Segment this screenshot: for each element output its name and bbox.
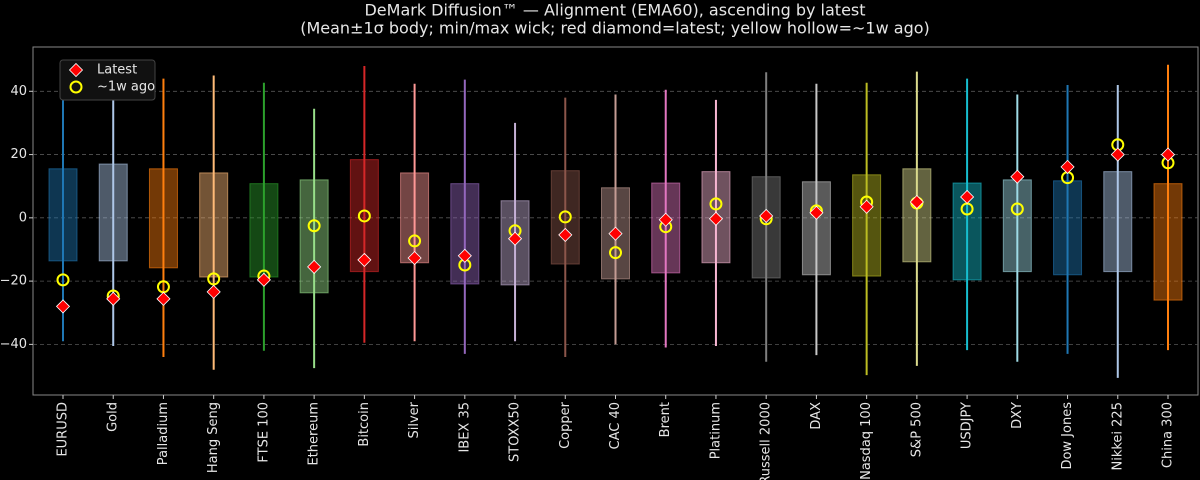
chart-title: DeMark Diffusion™ — Alignment (EMA60), a… [364,1,865,20]
x-tick-label: Nikkei 225 [1110,402,1125,471]
legend-marker [68,62,84,78]
x-tick-label: CAC 40 [608,402,623,450]
x-tick-label: IBEX 35 [457,402,472,453]
week-ago-marker [207,272,221,286]
week-ago-marker [558,210,572,224]
legend-label: Latest [97,63,137,78]
y-tick-label: 40 [10,84,27,99]
latest-marker [457,248,472,263]
legend-marker [69,80,83,94]
latest-marker [708,211,724,226]
latest-marker [407,250,422,266]
x-tick-label: FTSE 100 [256,402,271,463]
latest-marker [1010,169,1025,184]
x-tick-label: DAX [809,402,824,430]
latest-marker [608,226,623,241]
y-tick-label: 0 [19,210,27,225]
week-ago-marker [357,209,371,223]
latest-marker [256,272,271,287]
latest-marker [156,291,171,306]
x-tick-label: Dow Jones [1060,402,1075,470]
x-tick-label: STOXX50 [508,402,523,462]
x-tick-label: Nasdaq 100 [859,402,874,480]
week-ago-marker [408,234,422,248]
latest-marker [307,259,322,274]
latest-marker [909,194,924,210]
legend-box [59,59,156,101]
x-tick-label: Gold [106,402,121,432]
x-tick-label: Brent [658,402,673,437]
latest-marker [357,252,372,267]
x-tick-label: Copper [558,401,573,449]
x-tick-label: EURUSD [56,402,71,457]
y-tick-label: −40 [0,337,27,352]
latest-marker [1060,159,1075,174]
week-ago-marker [709,197,723,211]
x-tick-label: China 300 [1161,402,1176,468]
week-ago-marker [56,273,70,287]
week-ago-marker [609,246,622,260]
latest-marker [206,284,221,299]
week-ago-marker [1010,202,1024,216]
latest-marker [558,227,573,242]
latest-marker [507,231,523,246]
x-tick-label: Ethereum [307,402,322,466]
x-tick-label: DXY [1010,402,1025,429]
latest-marker [1160,147,1176,162]
latest-marker [658,212,673,227]
x-tick-label: Bitcoin [357,402,372,447]
latest-marker [759,208,774,224]
x-tick-label: Russell 2000 [759,402,774,480]
x-tick-label: Palladium [156,402,171,465]
latest-marker [859,199,874,214]
latest-marker [960,189,975,205]
x-tick-label: USDJPY [960,402,975,449]
y-tick-label: 20 [10,147,27,162]
x-tick-label: Platinum [708,402,723,459]
latest-marker [106,291,121,306]
x-tick-label: S&P 500 [909,402,924,457]
x-tick-label: Hang Seng [206,402,221,473]
latest-marker [1110,147,1125,162]
x-tick-label: Silver [407,401,422,438]
y-tick-label: −20 [0,274,27,289]
latest-marker [55,299,71,314]
chart-subtitle: (Mean±1σ body; min/max wick; red diamond… [300,19,930,38]
week-ago-marker [307,219,321,233]
latest-marker [809,205,824,220]
legend-label: ~1w ago [97,80,155,95]
